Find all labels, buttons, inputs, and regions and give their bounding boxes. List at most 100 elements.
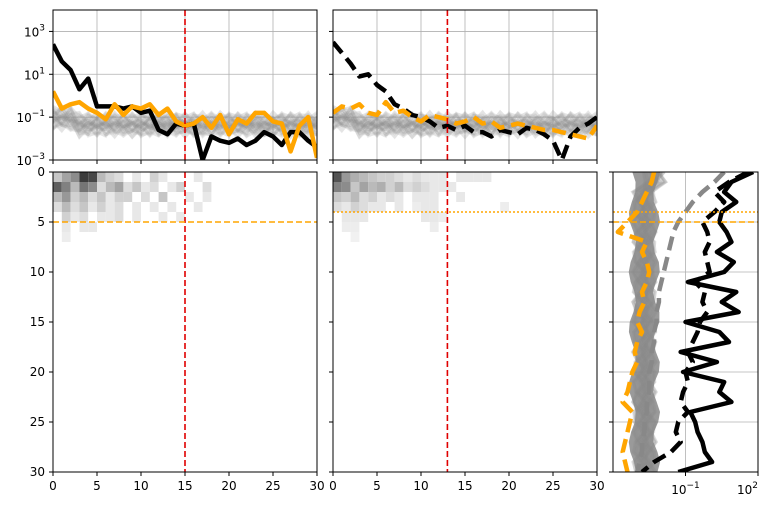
- heatmap-cell: [176, 212, 185, 222]
- background-trace: [333, 105, 597, 139]
- panel-top-middle: [329, 9, 598, 164]
- heatmap-cell: [368, 202, 377, 212]
- y-tick-label: 20: [30, 365, 45, 379]
- heatmap-cell: [88, 202, 97, 212]
- x-tick-label: 5: [373, 479, 381, 493]
- heatmap-cell: [412, 202, 421, 212]
- x-tick-label: 102: [737, 481, 758, 497]
- heatmap-cell: [79, 212, 89, 222]
- heatmap-cell: [447, 182, 457, 192]
- heatmap-cell: [97, 182, 106, 192]
- heatmap-cell: [438, 182, 448, 192]
- heatmap-cell: [149, 172, 159, 182]
- heatmap-cell: [412, 182, 421, 192]
- heatmap-cell: [403, 172, 413, 182]
- heatmap-cell: [394, 192, 404, 202]
- heatmap-cell: [350, 222, 360, 232]
- heatmap-cell: [333, 182, 342, 192]
- heatmap-cell: [341, 182, 351, 192]
- heatmap-cell: [61, 182, 71, 192]
- heatmap-cell: [193, 172, 203, 182]
- heatmap-cell: [97, 172, 106, 182]
- heatmap-cell: [132, 202, 141, 212]
- heatmap-cell: [429, 192, 439, 202]
- heatmap-cell: [70, 212, 80, 222]
- axes-frame: [332, 171, 598, 473]
- heatmap-cell: [429, 212, 439, 222]
- heatmap-cell: [114, 192, 124, 202]
- heatmap-cell: [350, 192, 360, 202]
- heatmap-cell: [202, 192, 212, 202]
- heatmap-cell: [368, 192, 377, 202]
- heatmap-cell: [79, 182, 89, 192]
- y-tick-label: 0: [37, 165, 45, 179]
- heatmap-cell: [377, 192, 386, 202]
- heatmap-cell: [350, 172, 360, 182]
- heatmap-cell: [79, 172, 89, 182]
- background-trace: [333, 110, 597, 140]
- heatmap-cell: [500, 202, 509, 212]
- heatmap-cell: [429, 202, 439, 212]
- heatmap-cell: [421, 182, 430, 192]
- x-tick-label: 10−1: [671, 481, 700, 497]
- heatmap-cell: [114, 202, 124, 212]
- heatmap-cell: [70, 192, 80, 202]
- x-tick-label: 10: [413, 479, 428, 493]
- heatmap-cell: [421, 202, 430, 212]
- background-trace: [333, 106, 597, 138]
- plot-area: [333, 40, 597, 160]
- heatmap-cell: [350, 182, 360, 192]
- heatmap-cell: [132, 172, 141, 182]
- heatmap-cell: [412, 172, 421, 182]
- y-tick-label: 5: [37, 215, 45, 229]
- heatmap-cell: [377, 202, 386, 212]
- heatmap-cell: [385, 192, 395, 202]
- heatmap-cell: [394, 202, 404, 212]
- y-tick-label: 15: [30, 315, 45, 329]
- background-trace: [333, 109, 597, 137]
- heatmap-cell: [394, 182, 404, 192]
- heatmap-cell: [167, 182, 177, 192]
- heatmap-cell: [341, 172, 351, 182]
- background-trace: [333, 106, 597, 139]
- heatmap-cell: [350, 232, 360, 242]
- x-tick-label: 30: [589, 479, 604, 493]
- heatmap-cell: [61, 192, 71, 202]
- heatmap-cell: [341, 212, 351, 222]
- heatmap-cell: [185, 192, 194, 202]
- heatmap-cell: [114, 172, 124, 182]
- heatmap-cell: [105, 172, 115, 182]
- heatmap-cell: [88, 172, 97, 182]
- profile-line-2: [640, 172, 750, 472]
- heatmap-cell: [141, 182, 150, 192]
- heatmap-cell: [141, 192, 150, 202]
- heatmap-cell: [385, 172, 395, 182]
- heatmap-cell: [123, 182, 133, 192]
- heatmap-cell: [97, 202, 106, 212]
- heatmap-cell: [176, 182, 185, 192]
- profile-line-1: [677, 172, 755, 472]
- heatmap-cell: [105, 212, 115, 222]
- heatmap-cell: [456, 172, 465, 182]
- heatmap-cell: [79, 222, 89, 232]
- heatmap-cell: [333, 202, 342, 212]
- background-trace: [53, 106, 317, 138]
- heatmap-cell: [350, 202, 360, 212]
- heatmap-cell: [482, 172, 492, 182]
- heatmap-cell: [79, 202, 89, 212]
- heatmap-cell: [359, 172, 369, 182]
- heatmap-cell: [167, 202, 177, 212]
- heatmap-cell: [105, 202, 115, 212]
- y-tick-label: 10−1: [16, 109, 45, 125]
- heatmap-cell: [53, 202, 62, 212]
- heatmap-cell: [368, 182, 377, 192]
- heatmap-cell: [465, 172, 474, 182]
- heatmap-cell: [403, 182, 413, 192]
- heatmap-cell: [333, 192, 342, 202]
- profile-line-3: [615, 172, 657, 472]
- heatmap-cell: [70, 172, 80, 182]
- heatmap-cell: [149, 202, 159, 212]
- x-tick-label: 0: [49, 479, 57, 493]
- heatmap-cell: [341, 222, 351, 232]
- y-tick-label: 101: [24, 66, 45, 82]
